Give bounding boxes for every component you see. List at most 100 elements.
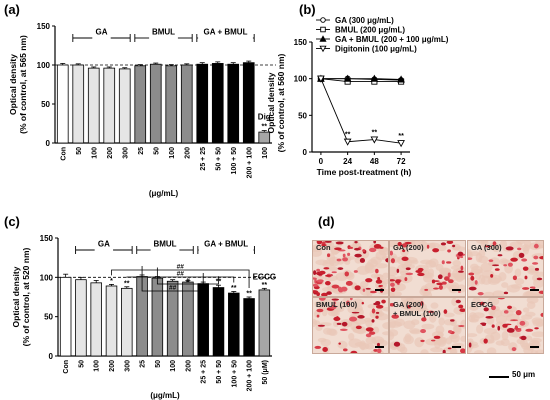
stained-droplet xyxy=(375,279,383,284)
stained-droplet xyxy=(430,339,436,342)
background-cell xyxy=(313,247,323,252)
y-tick-label: 50 xyxy=(41,100,50,109)
bar xyxy=(211,63,224,144)
stained-droplet xyxy=(324,274,332,277)
stained-droplet xyxy=(441,281,447,285)
background-cell xyxy=(348,338,362,348)
y-tick-label: 150 xyxy=(294,38,308,47)
background-cell xyxy=(480,262,493,272)
bar xyxy=(149,63,162,144)
stained-droplet xyxy=(507,262,513,267)
background-cell xyxy=(448,334,458,339)
stained-droplet xyxy=(468,342,472,348)
background-cell xyxy=(483,291,495,296)
x-tick-label: 300 xyxy=(124,360,131,372)
background-cell xyxy=(317,337,327,343)
stained-droplet xyxy=(318,298,326,301)
stained-droplet xyxy=(447,272,451,278)
x-tick-label: 24 xyxy=(343,157,352,166)
stained-droplet xyxy=(458,304,464,309)
background-cell xyxy=(471,265,483,275)
stained-droplet xyxy=(459,308,465,313)
stained-droplet xyxy=(330,304,337,310)
stained-droplet xyxy=(333,247,342,251)
stained-droplet xyxy=(448,330,453,334)
bar xyxy=(180,64,193,144)
stained-droplet xyxy=(319,270,326,275)
background-cell xyxy=(469,312,477,318)
stained-droplet xyxy=(342,348,348,352)
stained-droplet xyxy=(420,339,425,343)
stained-droplet xyxy=(458,325,465,327)
bar xyxy=(165,65,178,144)
data-point-square xyxy=(320,26,326,33)
stained-droplet xyxy=(390,279,396,282)
bar xyxy=(87,67,100,144)
legend-label: BMUL (200 μg/mL) xyxy=(335,26,405,35)
stained-droplet xyxy=(525,328,534,332)
stained-droplet xyxy=(339,328,348,331)
stained-droplet xyxy=(481,322,486,326)
legend-label: GA (300 μg/mL) xyxy=(335,16,394,25)
micrograph: BMUL (100) xyxy=(312,297,389,354)
stained-droplet xyxy=(326,291,332,295)
stained-droplet xyxy=(321,244,327,247)
stained-droplet xyxy=(492,241,497,246)
x-tick-label: 0 xyxy=(319,157,324,166)
group-label: BMUL xyxy=(153,240,176,249)
stained-droplet xyxy=(401,243,408,248)
x-tick-label: 200 + 100 xyxy=(246,147,253,178)
x-tick-label: 50 (μM) xyxy=(262,360,269,385)
background-cell xyxy=(326,266,339,271)
bar xyxy=(258,289,271,357)
data-point-triangle-down xyxy=(397,140,405,148)
stained-droplet xyxy=(484,245,492,248)
stained-droplet xyxy=(491,324,495,328)
data-point-circle xyxy=(320,17,326,23)
bar xyxy=(90,282,102,357)
stained-droplet xyxy=(351,311,360,314)
x-axis-title: (μg/mL) xyxy=(149,189,179,198)
stained-droplet xyxy=(393,341,401,347)
background-cell xyxy=(403,335,414,345)
group-label: GA + BMUL xyxy=(204,28,248,37)
stained-droplet xyxy=(373,241,377,244)
background-cell xyxy=(450,265,463,271)
stained-droplet xyxy=(491,305,496,311)
bar xyxy=(243,298,255,357)
background-cell xyxy=(452,246,465,251)
micrograph-scale-bar xyxy=(375,346,384,348)
data-point-triangle-down xyxy=(370,136,379,144)
series-line xyxy=(320,78,402,80)
stained-droplet xyxy=(378,285,382,288)
background-cell xyxy=(364,263,376,274)
background-cell xyxy=(347,304,359,314)
background-cell xyxy=(487,298,500,306)
group-label: GA xyxy=(96,28,108,37)
stained-droplet xyxy=(345,300,350,306)
background-cell xyxy=(410,259,419,265)
significance-label: ** xyxy=(246,291,252,298)
y-tick-label: 150 xyxy=(37,22,51,31)
group-label: BMUL xyxy=(152,28,175,37)
stained-droplet xyxy=(460,348,465,353)
y-axis-title: Optical density xyxy=(11,266,21,327)
micrograph-scale-bar xyxy=(530,289,539,291)
stained-droplet xyxy=(365,333,372,338)
comparison-bracket xyxy=(141,265,204,292)
stained-droplet xyxy=(371,308,376,314)
stained-droplet xyxy=(457,291,461,293)
micrograph-texture xyxy=(313,298,388,353)
stained-droplet xyxy=(536,277,543,281)
micrograph-label: GA (200) + BMUL (100) xyxy=(393,300,441,318)
stained-droplet xyxy=(444,276,450,281)
background-cell xyxy=(514,268,522,277)
micrograph-texture xyxy=(313,241,388,296)
background-cell xyxy=(418,241,429,251)
background-cell xyxy=(358,342,370,350)
background-cell xyxy=(498,271,507,282)
stained-droplet xyxy=(316,279,324,283)
background-cell xyxy=(476,324,484,334)
stained-droplet xyxy=(534,267,540,271)
stained-droplet xyxy=(354,247,361,251)
